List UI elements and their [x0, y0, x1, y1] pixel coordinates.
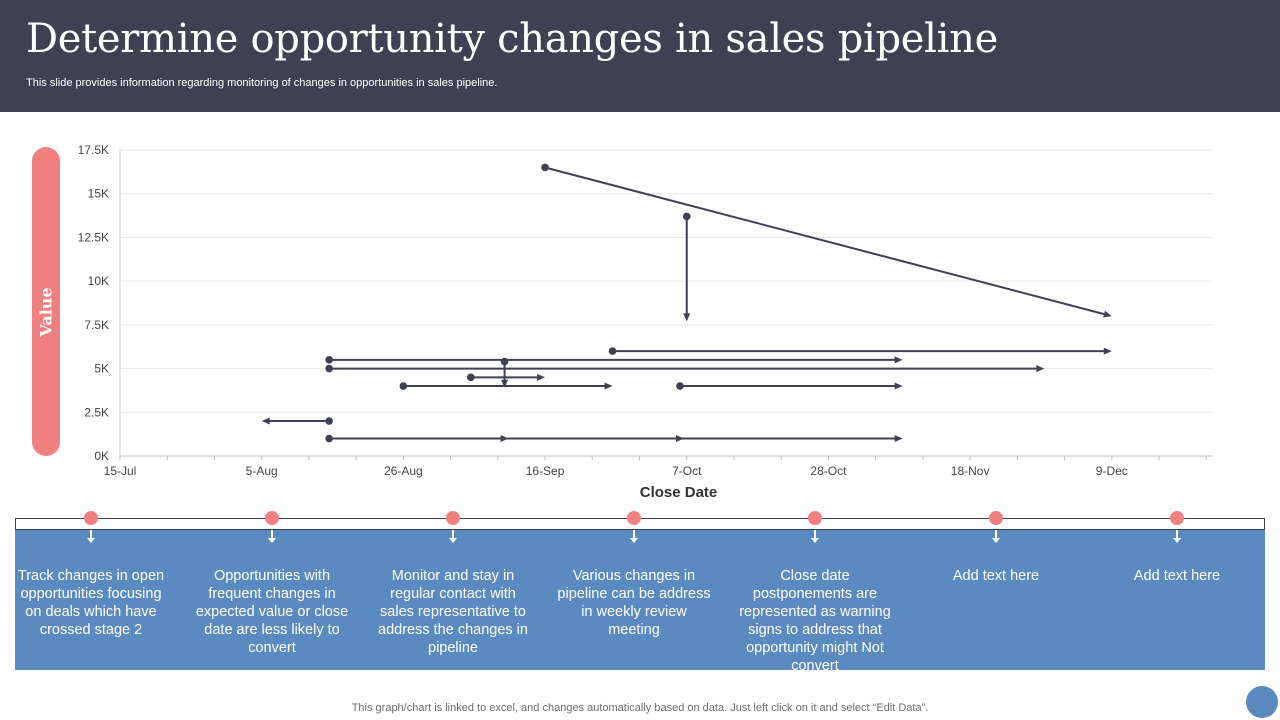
timeline-dot [84, 511, 98, 525]
timeline-step-text: Various changes in pipeline can be addre… [557, 568, 711, 638]
arrowhead-opp-11 [894, 435, 903, 443]
y-tick-label: 0K [94, 449, 109, 463]
start-point-opp-10 [325, 417, 333, 425]
arrowhead-opp-1 [1103, 310, 1112, 318]
timeline-step-text: Opportunities with frequent changes in e… [195, 568, 349, 656]
start-point-opp-6 [500, 357, 509, 366]
y-tick-label: 12.5K [78, 230, 109, 244]
start-point-opp-7 [467, 373, 475, 382]
timeline-dot [1170, 511, 1184, 525]
timeline-step-text: Close date postponements are represented… [739, 568, 891, 674]
start-point-opp-5 [325, 364, 333, 373]
y-tick-label: 17.5K [78, 143, 109, 157]
timeline-step-text: Add text here [1133, 568, 1221, 584]
arrow-down-icon [87, 530, 95, 543]
pipeline-chart[interactable]: 0K 2.5K 5K 7.5K 10K 12.5K 15K 17.5K 15-Jul 5-Aug 2… [0, 0, 1280, 515]
timeline-dot [446, 511, 460, 525]
timeline-step-text: Add text here [952, 568, 1040, 584]
timeline-step-6: Add text here [926, 511, 1066, 661]
x-tick-label: 5-Aug [246, 464, 278, 478]
y-axis-label: Value [36, 287, 56, 337]
corner-decoration [1246, 686, 1278, 718]
y-tick-label: 15K [88, 187, 109, 201]
timeline-step-text: Monitor and stay in regular contact with… [378, 568, 528, 656]
timeline-dot [265, 511, 279, 525]
timeline-band [15, 518, 1265, 670]
start-point-opp-3 [608, 347, 617, 355]
y-axis-label-pill [32, 147, 60, 456]
timeline-step-4: Various changes in pipeline can be addre… [557, 511, 711, 661]
arrow-down-icon [1173, 530, 1181, 543]
arrowhead-opp-7 [537, 373, 546, 381]
timeline-dot [808, 511, 822, 525]
x-tick-label: 18-Nov [951, 464, 990, 478]
timeline-step-5: Close date postponements are represented… [739, 511, 891, 674]
arrowhead-opp-3 [1103, 347, 1112, 355]
arrowhead-opp-10 [261, 417, 270, 425]
start-point-opp-4 [325, 356, 333, 364]
page-title: Determine opportunity changes in sales p… [26, 16, 998, 62]
x-tick-label: 15-Jul [104, 464, 137, 478]
start-point-opp-8 [399, 382, 408, 390]
timeline-step-text: Track changes in open opportunities focu… [17, 568, 165, 638]
x-tick-label: 28-Oct [810, 464, 847, 478]
timeline-dot [627, 511, 641, 525]
arrowhead-opp-6 [501, 379, 509, 388]
y-tick-label: 10K [88, 274, 109, 288]
x-tick-label: 26-Aug [384, 464, 423, 478]
arrow-down-icon [992, 530, 1000, 543]
footer-note: This graph/chart is linked to excel, and… [351, 702, 929, 714]
arrow-down-icon [268, 530, 276, 543]
arrowhead-opp-2 [683, 313, 691, 322]
y-tick-label: 7.5K [84, 318, 109, 332]
y-tick-label: 5K [94, 362, 109, 376]
x-tick-label: 16-Sep [526, 464, 565, 478]
mid-arrowhead-1 [500, 435, 509, 443]
start-point-opp-2 [682, 212, 691, 221]
timeline-dot [989, 511, 1003, 525]
opportunity-arrow-opp-1 [544, 166, 1108, 316]
arrowhead-opp-9 [894, 382, 903, 390]
arrowhead-opp-4 [894, 356, 903, 364]
arrow-down-icon [449, 530, 457, 543]
header-bar: Determine opportunity changes in sales p… [0, 0, 1280, 112]
x-axis-label: Close Date [640, 484, 718, 501]
arrowhead-opp-8 [604, 382, 613, 390]
arrow-down-icon [630, 530, 638, 543]
x-tick-label: 9-Dec [1096, 464, 1128, 478]
timeline-step-7: Add text here [1107, 511, 1247, 661]
x-tick-label: 7-Oct [672, 464, 702, 478]
timeline-step-1: Track changes in open opportunities focu… [18, 511, 164, 661]
start-point-opp-1 [541, 163, 549, 172]
mid-arrowhead-2 [675, 435, 684, 443]
timeline-step-3: Monitor and stay in regular contact with… [378, 511, 528, 661]
y-tick-label: 2.5K [84, 405, 109, 419]
arrowhead-opp-5 [1036, 365, 1045, 373]
start-point-opp-9 [676, 382, 684, 390]
page-subtitle: This slide provides information regardin… [26, 77, 498, 89]
timeline-step-2: Opportunities with frequent changes in e… [196, 511, 348, 661]
start-point-opp-11 [325, 434, 333, 443]
arrow-down-icon [811, 530, 819, 543]
